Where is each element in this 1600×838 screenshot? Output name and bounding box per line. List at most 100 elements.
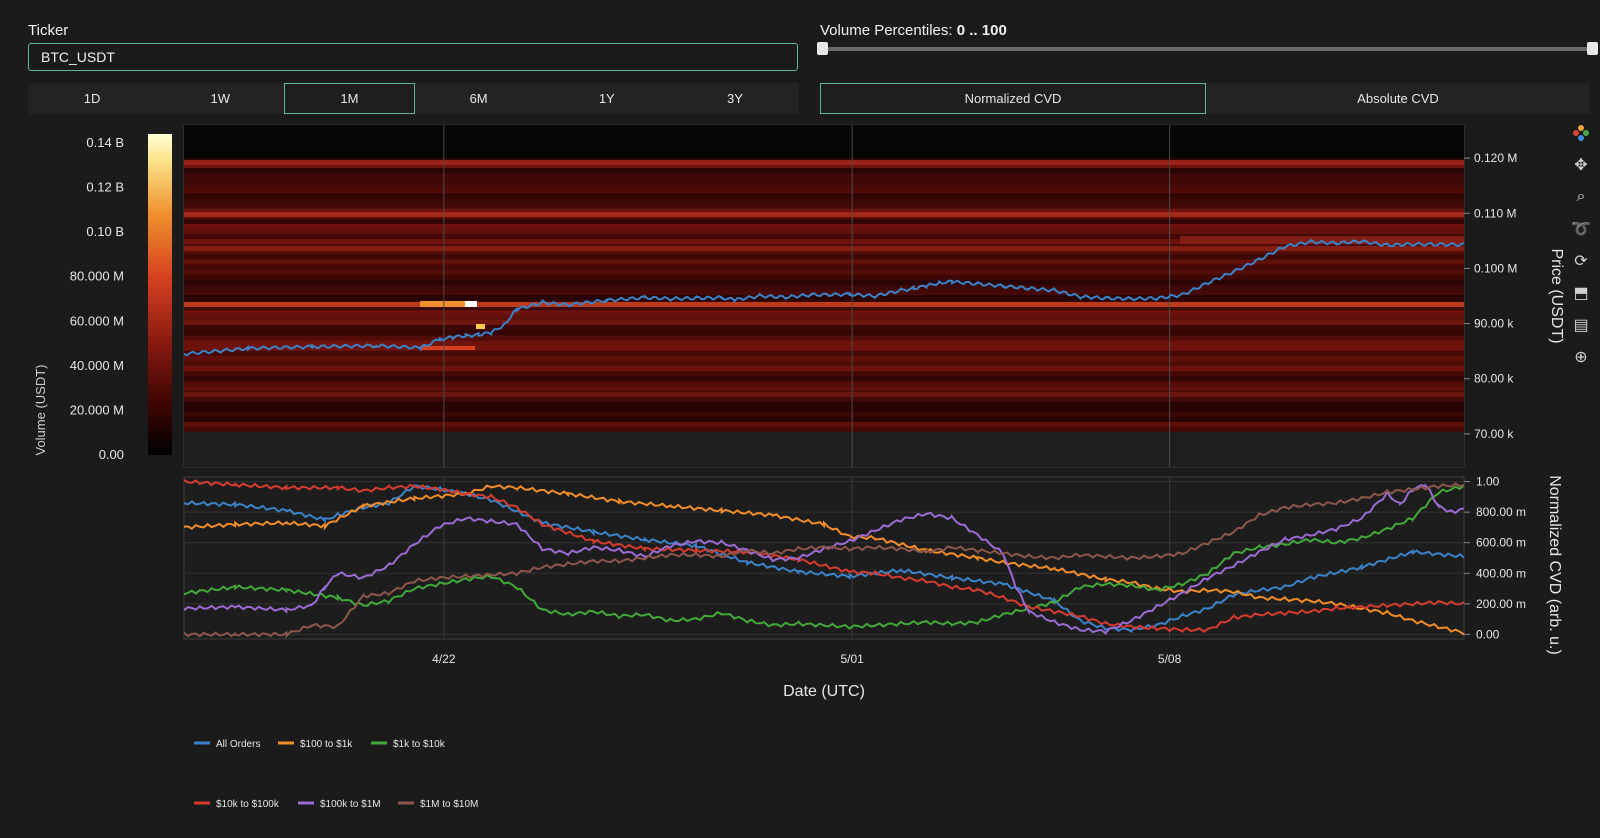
heatmap-row <box>184 203 1464 210</box>
legend: All Orders $100 to $1k $1k to $10k $10k to … <box>194 739 478 810</box>
tab-1y[interactable]: 1Y <box>598 91 615 106</box>
tab-3y[interactable]: 3Y <box>726 91 743 106</box>
heatmap-row <box>184 421 1464 428</box>
heatmap-row <box>184 279 1464 286</box>
heatmap-row <box>184 188 1464 195</box>
comment-icon[interactable]: ▤ <box>1573 317 1589 334</box>
heatmap-empty-bottom <box>184 432 1464 467</box>
heatmap-row <box>184 208 1464 215</box>
heatmap-empty-band <box>184 125 1464 158</box>
heatmap-row <box>184 223 1464 230</box>
heatmap-row <box>184 315 1464 321</box>
heatmap-row <box>184 381 1464 387</box>
cvd-gridlines <box>184 477 1464 639</box>
price-tick-label: 90.00 k <box>1474 317 1514 331</box>
price-line <box>183 238 1465 357</box>
plotly-logo-icon[interactable] <box>1570 122 1592 144</box>
colorbar-tick-label: 0.12 B <box>86 180 124 195</box>
heatmap-row <box>184 173 1464 179</box>
legend-label[interactable]: All Orders <box>216 739 260 750</box>
cvd-series-lines <box>183 479 1465 639</box>
cvd-tick-label: 800.00 m <box>1476 505 1526 519</box>
download-icon[interactable]: ⬒ <box>1573 285 1589 302</box>
volume-percentiles-slider[interactable] <box>822 47 1592 51</box>
heatmap-row <box>184 371 1464 377</box>
heatmap-hotspot <box>420 346 475 350</box>
timeframe-tabs: 1D 1W 1M 6M 1Y 3Y <box>28 83 799 114</box>
ticker-label: Ticker <box>28 22 69 39</box>
legend-label[interactable]: $10k to $100k <box>216 799 280 810</box>
colorbar-tick-label: 40.000 M <box>70 358 124 373</box>
reset-icon[interactable]: ⟳ <box>1574 253 1588 270</box>
colorbar-title: Volume (USDT) <box>33 364 48 455</box>
cvd-tick-label: 200.00 m <box>1476 597 1526 611</box>
legend-label[interactable]: $1k to $10k <box>393 739 446 750</box>
heatmap-hotspot <box>476 324 485 329</box>
heatmap-level-band <box>184 392 1464 397</box>
tab-1m[interactable]: 1M <box>284 83 415 114</box>
heatmap-row <box>184 264 1464 271</box>
colorbar-tick-label: 60.000 M <box>70 313 124 328</box>
lasso-icon[interactable]: ➰ <box>1571 221 1591 238</box>
heatmap-hotspot <box>420 301 465 307</box>
heatmap-row <box>184 229 1464 235</box>
cvd-tick-label: 600.00 m <box>1476 536 1526 550</box>
heatmap-row <box>184 355 1464 362</box>
colorbar-tick-label: 0.14 B <box>86 135 124 150</box>
heatmap-level-band <box>184 246 1464 251</box>
tab-absolute-cvd[interactable]: Absolute CVD <box>1357 91 1439 106</box>
heatmap-row <box>184 284 1464 291</box>
heatmap-row <box>184 274 1464 281</box>
legend-label[interactable]: $100k to $1M <box>320 799 381 810</box>
heatmap-row <box>184 330 1464 337</box>
heatmap-row <box>184 295 1464 301</box>
chart-modebar: ✥ ⌕ ➰ ⟳ ⬒ ▤ ⊕ <box>1568 118 1596 378</box>
x-tick-label: 5/01 <box>840 652 864 666</box>
legend-label[interactable]: $1M to $10M <box>420 799 478 810</box>
heatmap-row <box>184 305 1464 311</box>
heatmap-row <box>184 168 1464 174</box>
heatmap-row <box>184 325 1464 332</box>
tab-1d[interactable]: 1D <box>83 91 101 106</box>
crosshair-icon[interactable]: ⊕ <box>1574 349 1588 366</box>
cvd-mode-tabs: Normalized CVD Absolute CVD <box>820 83 1590 114</box>
heatmap-row <box>184 345 1464 352</box>
price-tick-label: 70.00 k <box>1474 427 1514 441</box>
tab-1w[interactable]: 1W <box>210 91 231 106</box>
heatmap-row <box>184 218 1464 225</box>
pan-icon[interactable]: ✥ <box>1574 157 1588 174</box>
zoom-icon[interactable]: ⌕ <box>1576 188 1586 205</box>
slider-handle-min[interactable] <box>817 42 828 55</box>
heatmap-row <box>184 416 1464 423</box>
price-line-path <box>183 238 1465 357</box>
cvd-axis-title: Normalized CVD (arb. u.) <box>1546 475 1563 655</box>
heatmap-row <box>184 239 1464 245</box>
colorbar-tick-label: 20.000 M <box>70 402 124 417</box>
heatmap-row <box>184 386 1464 392</box>
tab-normalized-cvd[interactable]: Normalized CVD <box>820 83 1206 114</box>
heatmap-row <box>184 234 1464 240</box>
heatmap-row <box>184 310 1464 316</box>
price-tick-label: 0.100 M <box>1474 261 1517 275</box>
cvd-line-0 <box>183 484 1465 634</box>
price-tick-label: 0.110 M <box>1474 206 1516 220</box>
tab-6m[interactable]: 6M <box>469 91 488 106</box>
heatmap-gridlines <box>184 125 1464 467</box>
price-axis-title: Price (USDT) <box>1548 248 1565 343</box>
heatmap-row <box>184 360 1464 367</box>
cvd-tick-label: 0.00 <box>1476 627 1500 641</box>
colorbar-tick-label: 0.00 <box>99 447 124 462</box>
volume-percentiles-label: Volume Percentiles: 0 .. 100 <box>820 22 1007 39</box>
legend-label[interactable]: $100 to $1k <box>300 739 353 750</box>
cvd-line-2 <box>183 484 1465 630</box>
slider-handle-max[interactable] <box>1587 42 1598 55</box>
price-axis-ticks: 70.00 k 80.00 k 90.00 k 0.100 M 0.110 M 0.120… <box>1464 151 1517 441</box>
ticker-input[interactable] <box>28 43 798 71</box>
cvd-line-3 <box>183 479 1465 633</box>
heatmap-row <box>184 163 1464 169</box>
heatmap-row <box>184 401 1464 408</box>
heatmap-level-band <box>184 160 1464 165</box>
x-tick-label: 4/22 <box>432 652 456 666</box>
heatmap-row <box>184 406 1464 413</box>
